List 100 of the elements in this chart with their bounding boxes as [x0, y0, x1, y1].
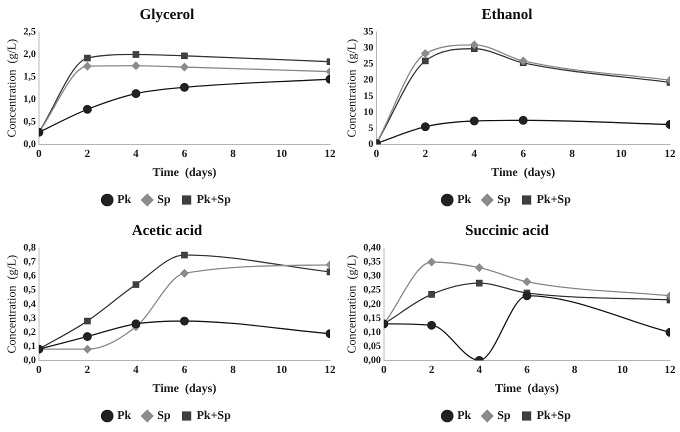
- y-tick-label: 1,0: [23, 94, 36, 106]
- y-tick-label: 35: [363, 26, 374, 38]
- x-tick-label: 12: [324, 364, 336, 376]
- point: [428, 291, 435, 298]
- y-axis-title: Concentration (g/L): [344, 254, 358, 354]
- legend-label: Sp: [497, 192, 511, 206]
- y-tick-label: 25: [363, 58, 374, 70]
- y-tick-label: 0,05: [363, 340, 381, 352]
- x-tick-label: 10: [616, 364, 628, 376]
- x-tick-label: 2: [84, 148, 91, 160]
- y-tick-label: 0,0: [23, 138, 36, 150]
- chart-title: Acetic acid: [132, 222, 203, 239]
- legend-label: Pk+Sp: [536, 408, 572, 422]
- y-tick-label: 0,7: [23, 256, 36, 268]
- x-tick-label: 4: [133, 148, 140, 160]
- point: [420, 122, 430, 132]
- y-tick-label: 0,3: [23, 312, 36, 324]
- y-tick-label: 0,2: [23, 326, 36, 338]
- x-tick-label: 4: [133, 364, 140, 376]
- y-tick-label: 20: [363, 74, 374, 86]
- point: [427, 258, 436, 266]
- y-tick-label: 0,20: [363, 298, 381, 310]
- x-tick-label: 12: [664, 148, 676, 160]
- point: [132, 62, 140, 70]
- x-tick-label: 10: [276, 364, 288, 376]
- x-tick-label: 10: [276, 148, 288, 160]
- y-tick-label: 0,1: [23, 340, 36, 352]
- chart-title: Ethanol: [482, 6, 532, 23]
- point: [180, 316, 189, 326]
- y-tick-label: 30: [363, 42, 374, 54]
- point: [518, 116, 528, 125]
- point: [132, 51, 140, 58]
- legend-label: Pk: [117, 192, 132, 206]
- x-tick-label: 6: [524, 364, 530, 376]
- point: [476, 280, 483, 286]
- point: [180, 82, 189, 92]
- x-axis-title: Time (days): [491, 164, 556, 179]
- y-tick-label: 0,8: [23, 242, 36, 254]
- point: [470, 116, 479, 126]
- y-tick-label: 0,5: [23, 116, 36, 128]
- x-axis-title: Time (days): [495, 380, 559, 395]
- x-tick-label: 12: [324, 148, 336, 160]
- point: [84, 54, 91, 62]
- point: [181, 52, 188, 60]
- x-tick-label: 2: [428, 364, 435, 376]
- point: [83, 62, 92, 70]
- point: [83, 345, 92, 354]
- point: [84, 318, 91, 324]
- y-tick-label: 0,4: [23, 298, 36, 310]
- x-tick-label: 8: [572, 364, 578, 376]
- point: [180, 269, 189, 278]
- y-tick-label: 0,6: [23, 270, 36, 282]
- chart-title: Glycerol: [140, 6, 194, 23]
- y-tick-label: 0,5: [23, 284, 36, 296]
- legend-label: Pk+Sp: [196, 408, 232, 422]
- y-tick-label: 0,35: [363, 256, 381, 268]
- point: [421, 49, 430, 58]
- y-axis-title: Concentration (g/L): [344, 38, 358, 138]
- y-tick-label: 0: [368, 138, 374, 150]
- y-tick-label: 10: [363, 106, 374, 118]
- legend-label: Pk+Sp: [196, 192, 232, 206]
- x-axis-title: Time (days): [152, 164, 216, 179]
- y-tick-label: 0,40: [363, 242, 381, 254]
- x-axis-title: Time (days): [152, 380, 216, 395]
- legend-label: Sp: [157, 408, 171, 422]
- y-tick-label: 0,00: [363, 354, 381, 366]
- point: [475, 264, 484, 272]
- y-tick-label: 2,5: [23, 26, 36, 38]
- legend-label: Sp: [157, 192, 171, 206]
- x-tick-label: 4: [476, 364, 483, 376]
- legend-label: Pk: [457, 192, 472, 206]
- chart-title: Succinic acid: [465, 222, 550, 239]
- point: [181, 252, 188, 258]
- x-tick-label: 6: [520, 148, 526, 160]
- y-tick-label: 0,30: [363, 270, 381, 282]
- y-tick-label: 0,10: [363, 326, 381, 338]
- point: [131, 89, 140, 98]
- y-axis-title: Concentration (g/L): [4, 254, 18, 354]
- legend-label: Pk: [457, 408, 472, 422]
- point: [131, 319, 140, 328]
- x-tick-label: 12: [664, 364, 676, 376]
- x-tick-label: 8: [230, 364, 236, 376]
- y-tick-label: 0,15: [363, 312, 381, 324]
- y-tick-label: 1,5: [23, 72, 36, 83]
- y-tick-label: 0,0: [23, 354, 36, 366]
- x-tick-label: 6: [182, 148, 188, 160]
- x-tick-label: 8: [230, 148, 236, 160]
- legend-label: Sp: [497, 408, 511, 422]
- x-tick-label: 6: [182, 364, 188, 376]
- x-tick-label: 4: [472, 148, 478, 160]
- point: [82, 104, 92, 114]
- point: [470, 40, 478, 49]
- y-tick-label: 2,0: [23, 49, 36, 60]
- x-tick-label: 2: [84, 364, 91, 376]
- y-tick-label: 0,25: [363, 284, 381, 296]
- point: [522, 278, 532, 286]
- x-tick-label: 2: [422, 148, 429, 160]
- point: [422, 58, 429, 64]
- y-tick-label: 5: [368, 122, 374, 134]
- point: [82, 332, 92, 341]
